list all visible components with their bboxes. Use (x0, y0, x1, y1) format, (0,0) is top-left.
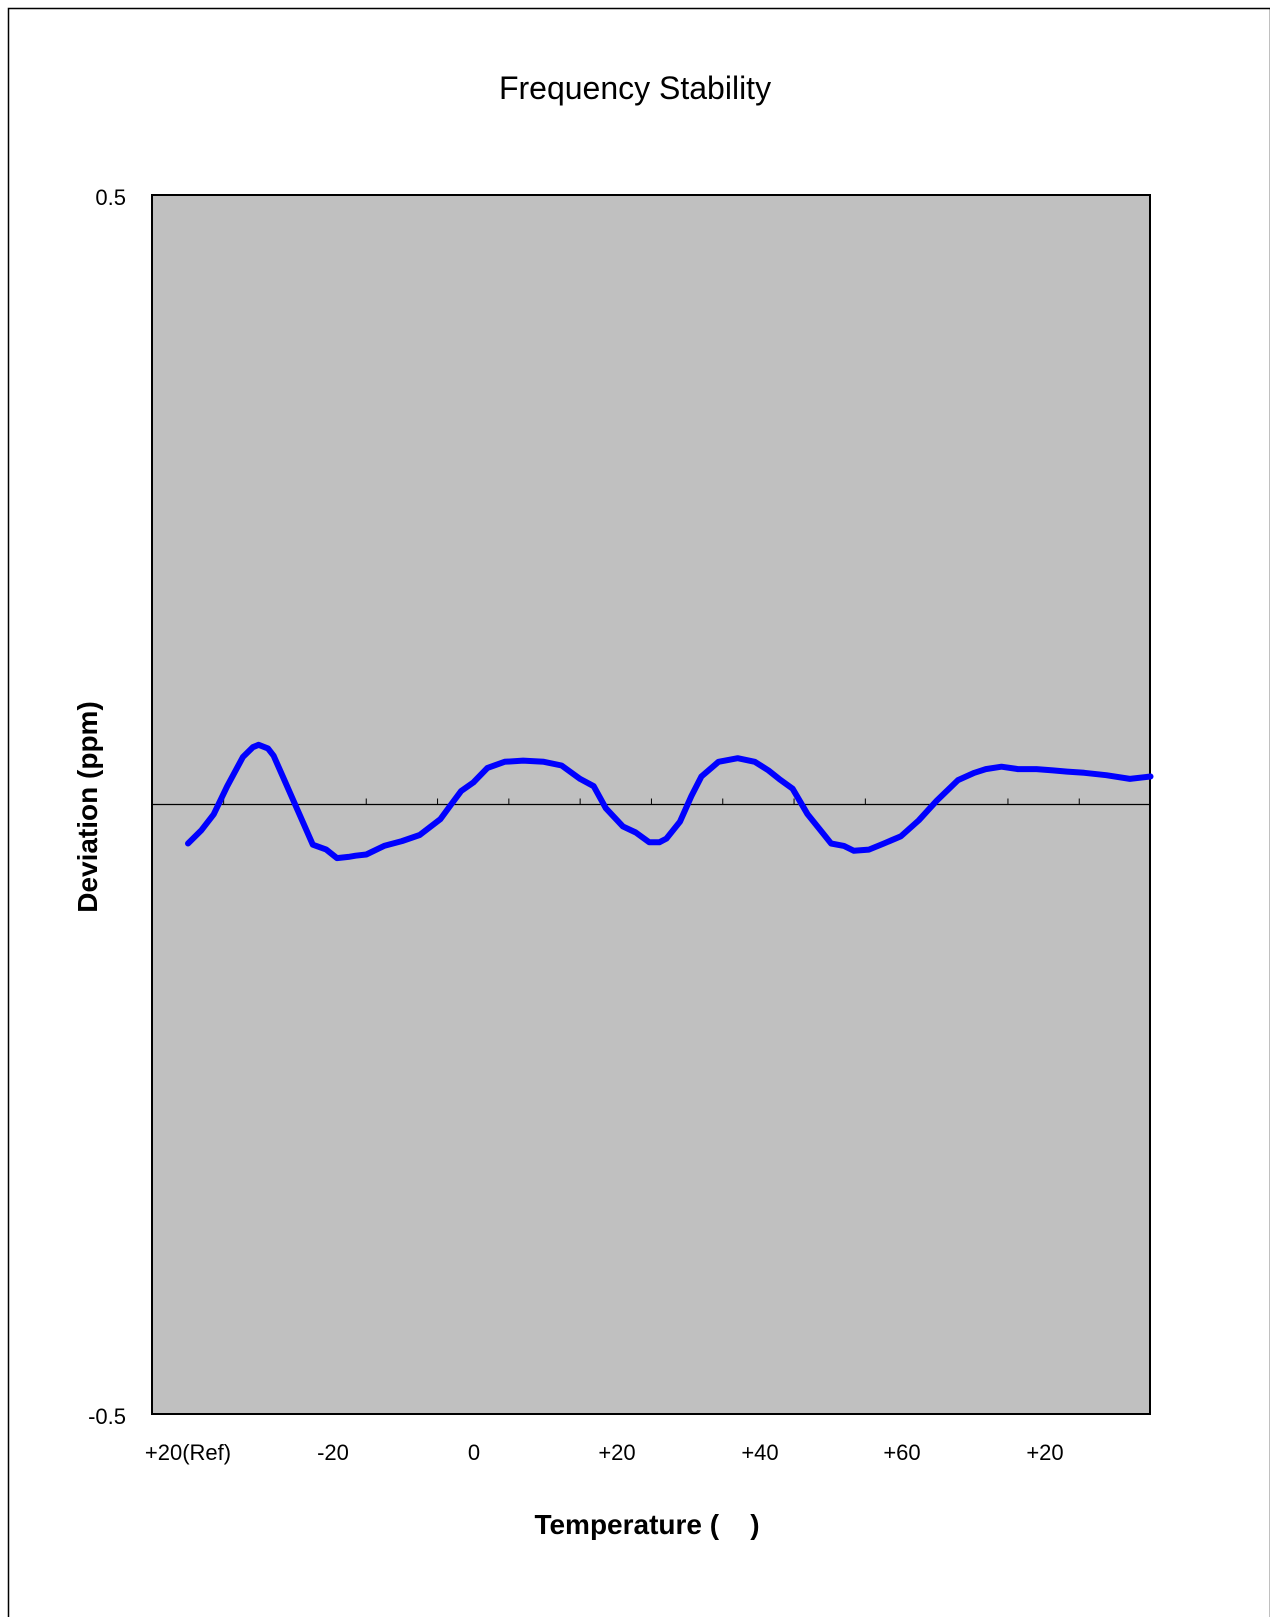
y-axis-label: Deviation (ppm) (72, 701, 103, 913)
chart-title: Frequency Stability (499, 70, 771, 106)
x-tick-label: +40 (741, 1440, 778, 1465)
x-tick-labels: +20(Ref) -20 0 +20 +40 +60 +20 (145, 1440, 1064, 1465)
x-tick-label: 0 (468, 1440, 480, 1465)
y-tick-label-top: 0.5 (95, 185, 126, 210)
x-tick-label: +60 (883, 1440, 920, 1465)
x-tick-label: -20 (317, 1440, 349, 1465)
series-line (185, 741, 1154, 862)
x-axis-label: Temperature ( ) (534, 1509, 759, 1540)
x-tick-label: +20(Ref) (145, 1440, 231, 1465)
y-tick-label-bottom: -0.5 (88, 1404, 126, 1429)
x-tick-label: +20 (598, 1440, 635, 1465)
x-tick-label: +20 (1026, 1440, 1063, 1465)
